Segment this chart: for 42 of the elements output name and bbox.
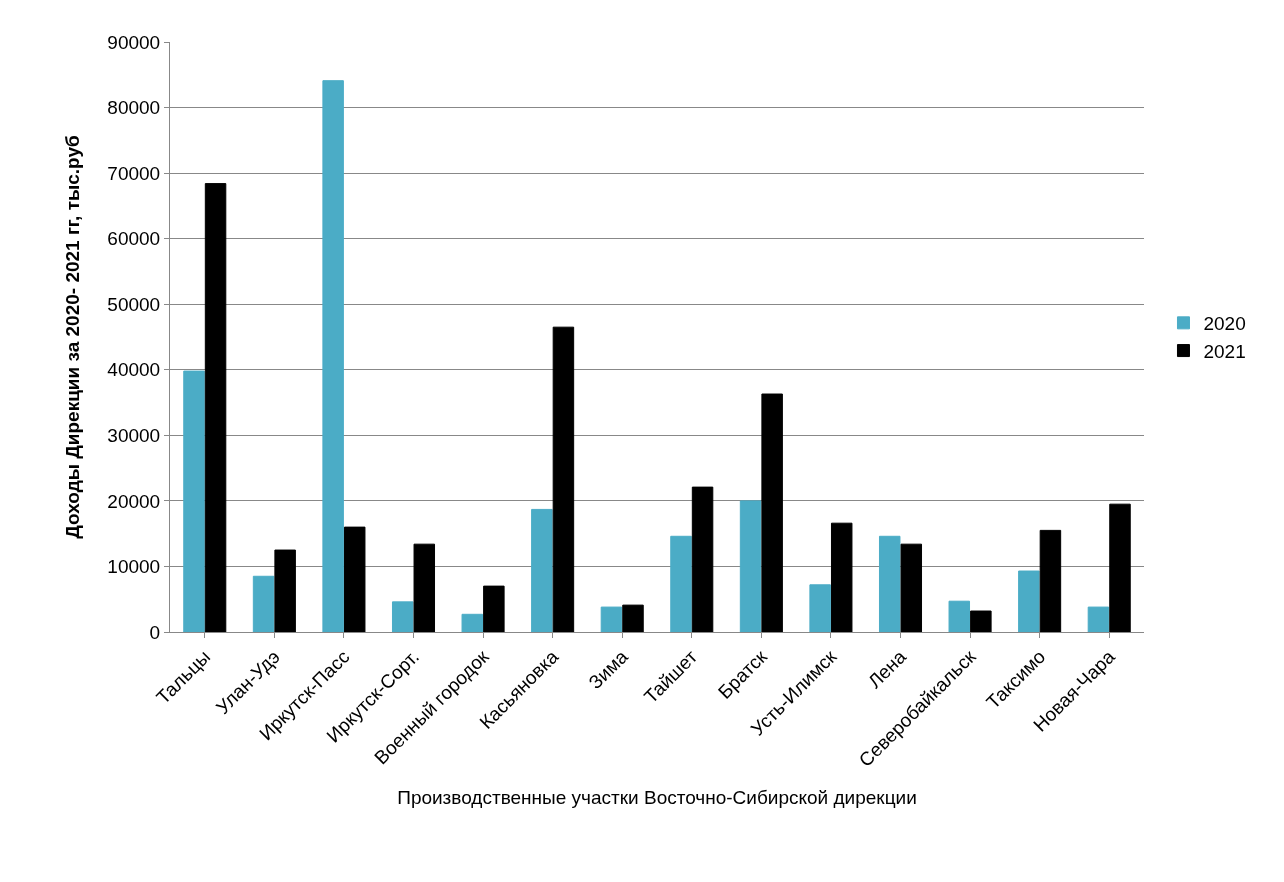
bar bbox=[413, 543, 436, 632]
bar bbox=[483, 585, 505, 632]
bar bbox=[252, 575, 275, 632]
bar bbox=[948, 600, 971, 632]
bar bbox=[1018, 570, 1040, 632]
y-tick-label: 90000 bbox=[107, 31, 161, 53]
bar bbox=[1087, 606, 1110, 632]
y-tick-label: 10000 bbox=[107, 556, 161, 578]
y-tick-label: 30000 bbox=[107, 424, 161, 446]
bar bbox=[691, 486, 714, 632]
y-tick-label: 0 bbox=[149, 621, 161, 643]
bar bbox=[878, 535, 901, 632]
bar bbox=[391, 601, 414, 632]
bar bbox=[670, 535, 692, 632]
y-tick-label: 50000 bbox=[107, 293, 161, 315]
y-tick-label: 20000 bbox=[107, 490, 161, 512]
bar bbox=[552, 326, 575, 632]
legend-label: 2021 bbox=[1203, 340, 1246, 362]
y-tick-label: 40000 bbox=[107, 359, 161, 381]
bar bbox=[322, 80, 344, 632]
bar bbox=[900, 543, 923, 632]
bar bbox=[204, 183, 227, 632]
bar bbox=[1109, 503, 1131, 632]
bar bbox=[970, 610, 992, 632]
bar bbox=[343, 526, 366, 632]
x-axis-title: Производственные участки Восточно-Сибирской дирекции bbox=[397, 786, 917, 808]
bar bbox=[531, 508, 553, 632]
bar bbox=[461, 613, 484, 632]
y-tick-label: 70000 bbox=[107, 162, 161, 184]
y-tick-label: 80000 bbox=[107, 97, 161, 119]
bar bbox=[622, 604, 644, 632]
bar bbox=[809, 584, 831, 632]
bar bbox=[830, 522, 853, 632]
bar bbox=[274, 549, 296, 632]
bar bbox=[739, 500, 762, 632]
bar bbox=[600, 606, 623, 632]
bar bbox=[1039, 529, 1062, 632]
y-tick-label: 60000 bbox=[107, 228, 161, 250]
bar bbox=[761, 393, 783, 632]
y-axis-title: Доходы Дирекции за 2020- 2021 гг, тыс.руб bbox=[62, 135, 84, 539]
legend-label: 2020 bbox=[1203, 313, 1246, 335]
bar bbox=[183, 370, 205, 632]
